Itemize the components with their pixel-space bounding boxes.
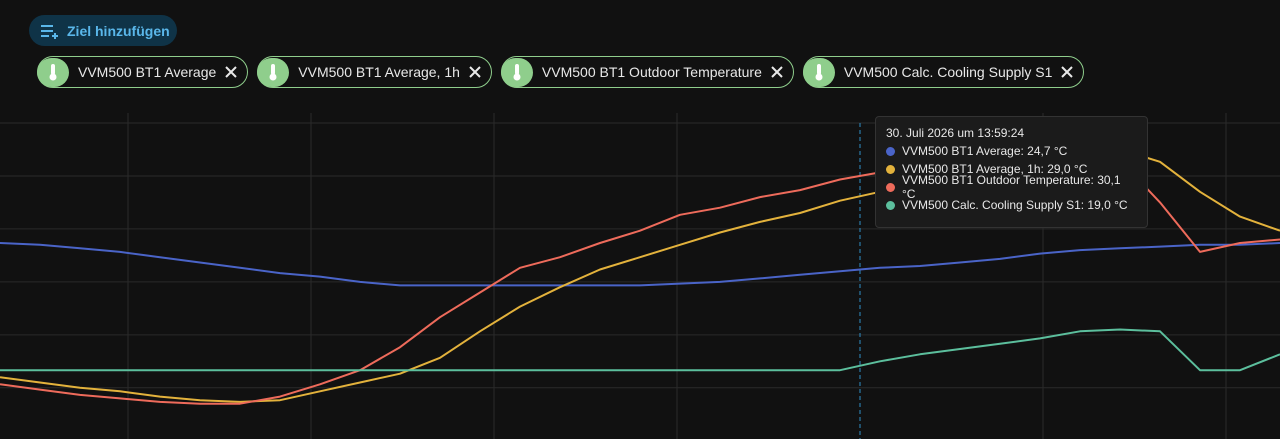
chip-remove[interactable] bbox=[469, 63, 481, 81]
chip-icon bbox=[802, 57, 835, 87]
target-chip[interactable]: VVM500 Calc. Cooling Supply S1 bbox=[802, 56, 1085, 88]
tooltip-dot bbox=[886, 182, 895, 192]
tooltip-dot bbox=[886, 200, 895, 210]
target-chip[interactable]: VVM500 BT1 Average, 1h bbox=[257, 56, 492, 88]
add-target-button[interactable]: Ziel hinzufügen bbox=[29, 15, 177, 46]
tooltip-text: VVM500 BT1 Average, 1h: 29,0 °C bbox=[902, 162, 1088, 176]
chip-label: VVM500 BT1 Average, 1h bbox=[298, 64, 460, 80]
target-chips: VVM500 BT1 Average VVM500 BT1 Average, 1h… bbox=[37, 56, 1085, 88]
chip-label: VVM500 BT1 Average bbox=[78, 64, 217, 80]
thermometer-icon bbox=[513, 64, 521, 81]
tooltip-row: VVM500 BT1 Average, 1h: 29,0 °C bbox=[886, 160, 1137, 178]
close-icon bbox=[225, 66, 237, 78]
tooltip-text: VVM500 BT1 Average: 24,7 °C bbox=[902, 144, 1068, 158]
tooltip-dot bbox=[886, 146, 895, 156]
add-icon bbox=[41, 25, 58, 39]
chip-remove[interactable] bbox=[771, 63, 783, 81]
chip-icon bbox=[37, 57, 69, 87]
tooltip-row: VVM500 BT1 Average: 24,7 °C bbox=[886, 142, 1137, 160]
target-chip[interactable]: VVM500 BT1 Outdoor Temperature bbox=[500, 56, 794, 88]
tooltip-text: VVM500 BT1 Outdoor Temperature: 30,1 °C bbox=[901, 173, 1121, 201]
tooltip-text: VVM500 Calc. Cooling Supply S1: 19,0 °C bbox=[902, 198, 1128, 212]
chip-remove[interactable] bbox=[225, 63, 237, 81]
tooltip-dot bbox=[886, 164, 895, 174]
thermometer-icon bbox=[815, 64, 823, 81]
tooltip: 30. Juli 2026 um 13:59:24 VVM500 BT1 Ave… bbox=[875, 116, 1148, 228]
tooltip-row: VVM500 Calc. Cooling Supply S1: 19,0 °C bbox=[886, 196, 1137, 214]
chip-label: VVM500 BT1 Outdoor Temperature bbox=[541, 64, 762, 80]
thermometer-icon bbox=[269, 64, 277, 81]
add-target-label: Ziel hinzufügen bbox=[67, 22, 170, 39]
tooltip-row: VVM500 BT1 Outdoor Temperature: 30,1 °C bbox=[886, 173, 1137, 201]
series-line bbox=[0, 242, 1280, 287]
close-icon bbox=[1061, 66, 1074, 78]
chip-icon bbox=[257, 57, 290, 87]
thermometer-icon bbox=[49, 64, 57, 81]
chip-label: VVM500 Calc. Cooling Supply S1 bbox=[843, 64, 1053, 80]
series-line bbox=[0, 328, 1280, 372]
close-icon bbox=[469, 66, 481, 78]
tooltip-title: 30. Juli 2026 um 13:59:24 bbox=[886, 126, 1025, 140]
target-chip[interactable]: VVM500 BT1 Average bbox=[37, 56, 249, 88]
close-icon bbox=[771, 66, 783, 78]
chip-remove[interactable] bbox=[1061, 63, 1074, 81]
chip-icon bbox=[500, 57, 533, 87]
